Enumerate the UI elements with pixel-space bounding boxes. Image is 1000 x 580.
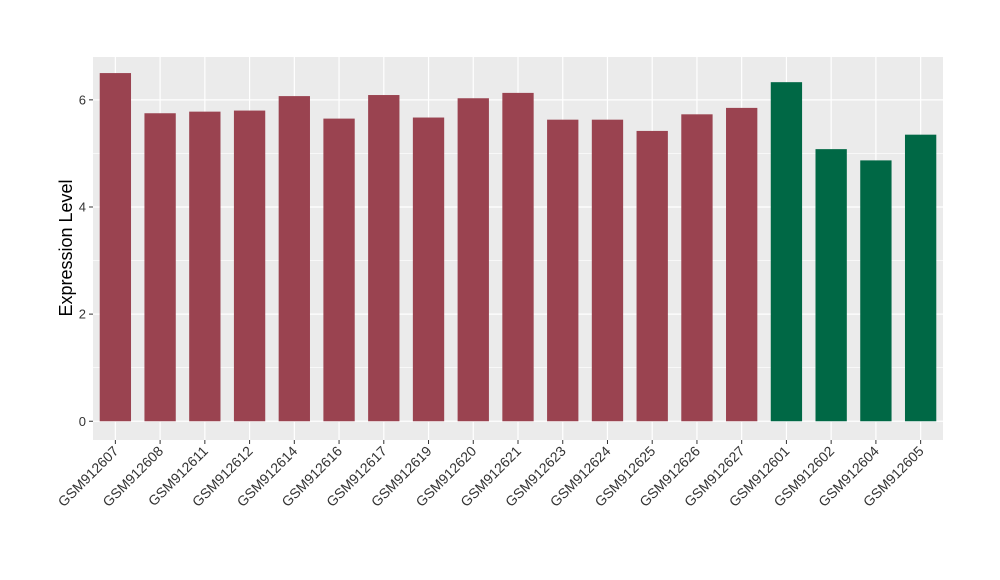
bar-GSM912612 xyxy=(233,110,266,422)
bar-GSM912621 xyxy=(502,92,534,422)
y-tick-label: 4 xyxy=(79,199,86,214)
bars-layer xyxy=(99,73,937,422)
bar-GSM912611 xyxy=(189,111,221,422)
y-axis-title: Expression Level xyxy=(56,179,76,316)
bar-GSM912619 xyxy=(412,117,445,422)
bar-GSM912623 xyxy=(547,119,579,422)
bar-GSM912620 xyxy=(457,98,489,422)
bar-GSM912625 xyxy=(636,130,668,422)
bar-GSM912614 xyxy=(278,96,310,422)
bar-GSM912616 xyxy=(323,118,355,422)
bar-GSM912617 xyxy=(368,95,400,422)
bar-GSM912626 xyxy=(681,114,713,422)
bar-GSM912607 xyxy=(99,73,132,422)
y-tick-label: 6 xyxy=(79,92,86,107)
y-tick-label: 2 xyxy=(79,307,86,322)
bar-GSM912602 xyxy=(815,149,847,422)
y-axis: 0 2 4 6 xyxy=(79,92,93,429)
bar-GSM912605 xyxy=(904,134,937,422)
bar-GSM912624 xyxy=(591,119,624,422)
y-tick-label: 0 xyxy=(79,414,86,429)
x-axis: GSM912607GSM912608GSM912611GSM912612GSM9… xyxy=(55,440,927,510)
bar-GSM912608 xyxy=(144,113,176,422)
bar-GSM912601 xyxy=(770,82,803,422)
bar-GSM912604 xyxy=(860,160,892,422)
bar-GSM912627 xyxy=(726,107,758,422)
